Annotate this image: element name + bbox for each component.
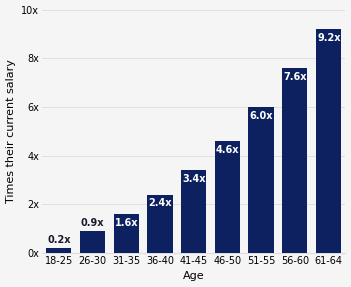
- Bar: [114, 214, 139, 253]
- Bar: [181, 170, 206, 253]
- Bar: [316, 29, 341, 253]
- Bar: [215, 141, 240, 253]
- Bar: [249, 107, 274, 253]
- Bar: [282, 68, 307, 253]
- X-axis label: Age: Age: [183, 272, 205, 282]
- Text: 9.2x: 9.2x: [317, 33, 341, 43]
- Text: 1.6x: 1.6x: [115, 218, 138, 228]
- Bar: [46, 248, 71, 253]
- Text: 3.4x: 3.4x: [183, 174, 206, 184]
- Bar: [147, 195, 173, 253]
- Text: 0.2x: 0.2x: [47, 235, 71, 245]
- Text: 2.4x: 2.4x: [148, 198, 172, 208]
- Y-axis label: Times their current salary: Times their current salary: [6, 59, 15, 203]
- Text: 0.9x: 0.9x: [81, 218, 104, 228]
- Text: 4.6x: 4.6x: [216, 145, 240, 155]
- Bar: [80, 231, 105, 253]
- Text: 7.6x: 7.6x: [284, 72, 307, 82]
- Text: 6.0x: 6.0x: [250, 110, 273, 121]
